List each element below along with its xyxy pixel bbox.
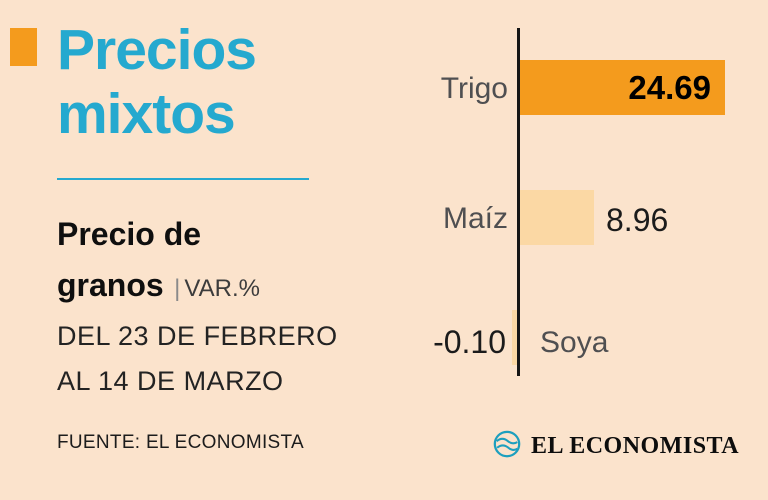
subtitle-unit: | VAR.% xyxy=(174,275,260,302)
el-economista-logo: EL ECONOMISTA xyxy=(492,429,739,464)
subtitle-line2: granos xyxy=(57,267,164,303)
unit-separator: | xyxy=(174,275,181,302)
grain-prices-bar-chart: Trigo 24.69 Maíz 8.96 -0.10 Soya xyxy=(378,20,763,390)
unit-label: VAR.% xyxy=(184,275,260,302)
title-underline xyxy=(57,178,309,180)
page-title: Precios mixtos xyxy=(57,18,257,147)
bar-soya xyxy=(512,310,517,365)
category-label-trigo: Trigo xyxy=(440,72,508,105)
title-line1: Precios xyxy=(57,18,257,82)
value-label-soya: -0.10 xyxy=(433,324,506,360)
period-line2: AL 14 DE MARZO xyxy=(57,366,284,396)
source-credit: FUENTE: EL ECONOMISTA xyxy=(57,432,304,453)
category-label-soya: Soya xyxy=(540,326,609,359)
accent-square-marker xyxy=(10,28,37,66)
subtitle-line1: Precio de xyxy=(57,216,202,252)
value-label-trigo: 24.69 xyxy=(628,68,711,106)
value-label-maiz: 8.96 xyxy=(606,202,669,238)
chart-baseline-axis xyxy=(517,28,520,376)
chart-subtitle-block: Precio de granos | VAR.% DEL 23 DE FEBRER… xyxy=(57,212,338,404)
period-line1: DEL 23 DE FEBRERO xyxy=(57,321,338,351)
title-line2: mixtos xyxy=(57,82,236,147)
bar-maiz xyxy=(520,190,594,245)
el-economista-logo-text: EL ECONOMISTA xyxy=(531,433,740,459)
category-label-maiz: Maíz xyxy=(442,202,508,235)
bar-trigo: 24.69 xyxy=(520,60,725,115)
el-economista-logo-icon xyxy=(492,429,522,464)
